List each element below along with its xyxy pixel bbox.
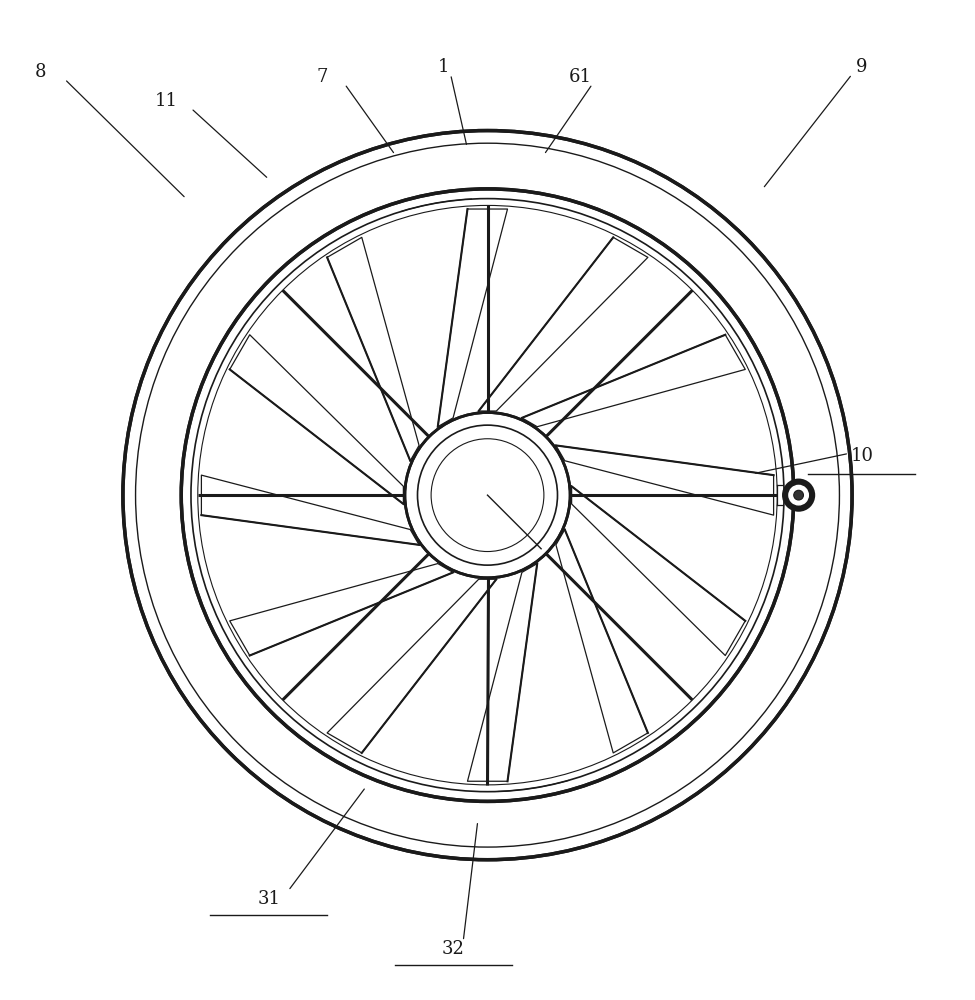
Circle shape xyxy=(789,485,808,505)
Circle shape xyxy=(405,412,570,578)
Text: 11: 11 xyxy=(155,92,178,110)
Circle shape xyxy=(783,480,814,511)
Text: 10: 10 xyxy=(850,447,874,465)
Circle shape xyxy=(794,490,803,500)
Text: 61: 61 xyxy=(568,68,592,86)
Text: 32: 32 xyxy=(442,940,465,958)
Circle shape xyxy=(181,189,794,801)
Text: 7: 7 xyxy=(317,68,328,86)
Text: 9: 9 xyxy=(856,58,868,76)
Circle shape xyxy=(123,131,852,860)
Text: 31: 31 xyxy=(257,890,280,908)
Text: 1: 1 xyxy=(438,58,449,76)
Text: 8: 8 xyxy=(34,63,46,81)
